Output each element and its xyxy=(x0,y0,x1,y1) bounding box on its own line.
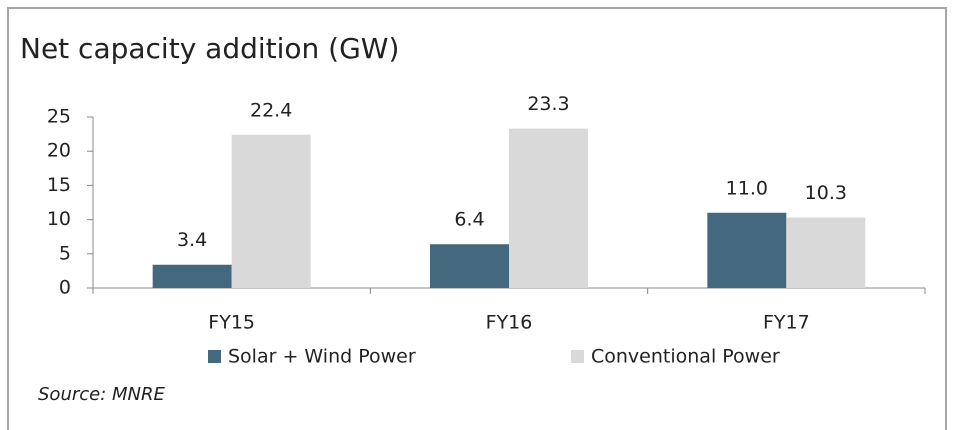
x-tick-label: FY16 xyxy=(486,312,533,334)
value-label: 3.4 xyxy=(177,229,207,251)
bar xyxy=(231,134,311,288)
value-label: 22.4 xyxy=(250,99,292,121)
value-label: 10.3 xyxy=(805,182,847,204)
bar xyxy=(786,217,866,288)
source-note: Source: MNRE xyxy=(38,384,166,405)
x-tick-label: FY15 xyxy=(208,312,255,334)
value-label: 11.0 xyxy=(726,177,768,199)
chart-title: Net capacity addition (GW) xyxy=(20,32,399,65)
legend-label: Solar + Wind Power xyxy=(228,346,416,368)
bar xyxy=(430,244,509,288)
y-tick-label: 20 xyxy=(47,140,71,162)
y-tick-label: 5 xyxy=(59,242,71,264)
y-tick-label: 10 xyxy=(47,208,71,230)
frame xyxy=(7,7,947,430)
bar xyxy=(707,212,787,288)
legend-label: Conventional Power xyxy=(591,346,780,368)
y-tick-label: 15 xyxy=(47,174,71,196)
value-label: 6.4 xyxy=(454,209,484,231)
y-tick-label: 25 xyxy=(47,106,71,128)
value-label: 23.3 xyxy=(527,93,569,115)
legend-swatch xyxy=(571,350,584,363)
legend-swatch xyxy=(208,350,221,363)
bar xyxy=(509,128,588,288)
bar xyxy=(152,264,232,288)
y-tick-label: 0 xyxy=(59,277,71,299)
x-tick-label: FY17 xyxy=(763,312,810,334)
